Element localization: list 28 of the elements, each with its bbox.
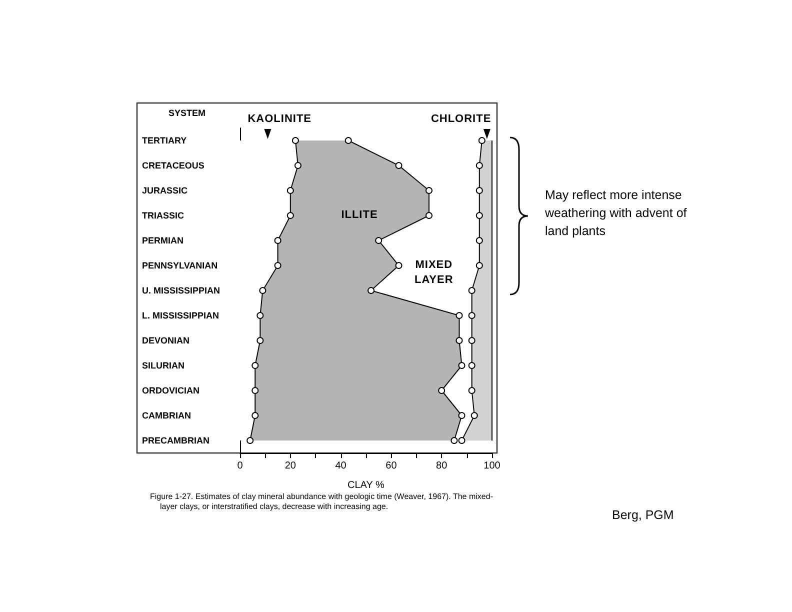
- x-tick-label: 20: [284, 460, 296, 472]
- x-tick-label: 100: [484, 460, 501, 472]
- text: May reflect more intense weathering with advent of land plants: [545, 187, 688, 240]
- y-tick-label: L. MISSISSIPPIAN: [142, 310, 220, 320]
- y-tick-label: JURASSIC: [142, 186, 188, 196]
- series-label: MIXED LAYER: [414, 258, 454, 288]
- y-tick-label: TRIASSIC: [142, 210, 185, 220]
- y-tick-label: PRECAMBRIAN: [142, 436, 210, 446]
- x-axis-title: CLAY %: [348, 480, 384, 491]
- y-tick-label: PENNSYLVANIAN: [142, 260, 218, 270]
- y-tick-label: SILURIAN: [142, 360, 184, 370]
- text: Berg, PGM: [612, 508, 674, 522]
- y-axis-title: SYSTEM: [168, 108, 206, 118]
- y-tick-label: CAMBRIAN: [142, 410, 191, 420]
- y-tick-label: ORDOVICIAN: [142, 386, 200, 396]
- y-tick-label: DEVONIAN: [142, 336, 190, 346]
- y-tick-label: CRETACEOUS: [142, 160, 204, 170]
- series-label: CHLORITE: [430, 113, 492, 125]
- x-tick-label: 0: [237, 460, 244, 472]
- y-tick-label: U. MISSISSIPPIAN: [142, 286, 220, 296]
- caption: Figure 1-27. Estimates of clay mineral abundance with geologic time (Weaver, 1967). The mixed-layer clays, or interstratified clays, decrease with increasing age.: [150, 492, 494, 512]
- y-tick-label: TERTIARY: [142, 136, 187, 146]
- y-tick-label: PERMIAN: [142, 236, 184, 246]
- series-label: KAOLINITE: [248, 113, 312, 125]
- series-label: ILLITE: [341, 208, 378, 222]
- x-tick-label: 40: [335, 460, 347, 472]
- x-tick-label: 60: [386, 460, 398, 472]
- x-tick-label: 80: [436, 460, 448, 472]
